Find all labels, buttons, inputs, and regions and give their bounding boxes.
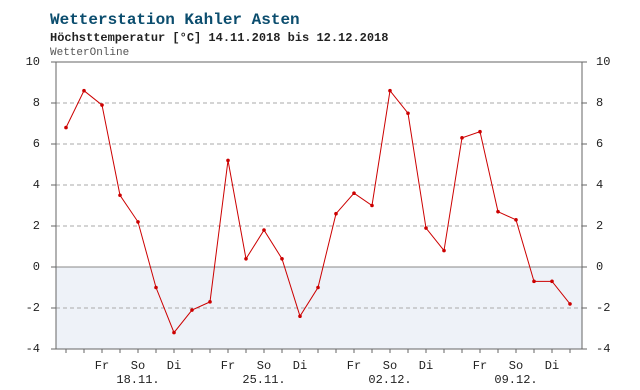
point xyxy=(82,88,86,93)
x-date-label: 09.12. xyxy=(494,373,537,387)
point xyxy=(388,88,392,93)
x-tick-label: So xyxy=(131,359,145,373)
x-date-label: 25.11. xyxy=(242,373,285,387)
point xyxy=(370,203,374,208)
x-tick-label: Fr xyxy=(221,359,235,373)
x-tick-label: Di xyxy=(167,359,181,373)
y2-tick-label: 0 xyxy=(596,260,603,274)
point xyxy=(550,279,554,284)
y-tick-label: 10 xyxy=(26,55,40,69)
y-tick-label: 6 xyxy=(33,137,40,151)
point xyxy=(262,228,266,232)
x-date-label: 02.12. xyxy=(368,373,411,387)
point xyxy=(280,257,284,261)
point xyxy=(316,285,320,290)
y2-tick-label: 6 xyxy=(596,137,603,151)
y2-tick-label: 10 xyxy=(596,55,610,69)
point xyxy=(226,158,230,163)
point xyxy=(154,285,158,290)
x-tick-label: Di xyxy=(419,359,433,373)
y-tick-label: 2 xyxy=(33,219,40,233)
x-tick-label: Fr xyxy=(95,359,109,373)
y-tick-label: 0 xyxy=(33,260,40,274)
y-tick-label: -2 xyxy=(26,301,40,315)
y-tick-label: 4 xyxy=(33,178,40,192)
point xyxy=(496,209,500,214)
x-tick-label: So xyxy=(383,359,397,373)
point xyxy=(208,300,212,304)
point xyxy=(136,220,140,224)
plot-frame xyxy=(55,61,583,350)
point xyxy=(406,111,410,116)
point xyxy=(64,125,68,130)
point xyxy=(568,302,572,306)
point xyxy=(424,226,428,230)
y2-tick-label: -2 xyxy=(596,301,610,315)
x-tick-label: Di xyxy=(545,359,559,373)
y2-tick-label: 2 xyxy=(596,219,603,233)
point xyxy=(532,279,536,284)
chart-title: Wetterstation Kahler Asten xyxy=(50,11,300,29)
y-tick-label: -4 xyxy=(26,342,40,356)
point xyxy=(514,218,518,222)
y-tick-label: 8 xyxy=(33,96,40,110)
x-date-label: 18.11. xyxy=(116,373,159,387)
y2-tick-label: 8 xyxy=(596,96,603,110)
point xyxy=(460,136,464,140)
chart-subtitle: Höchsttemperatur [°C] 14.11.2018 bis 12.… xyxy=(50,31,388,45)
point xyxy=(352,191,356,195)
source: WetterOnline xyxy=(50,47,129,59)
point xyxy=(334,211,338,216)
point xyxy=(478,129,482,134)
point xyxy=(442,248,446,253)
x-tick-label: Fr xyxy=(347,359,361,373)
x-tick-label: Di xyxy=(293,359,307,373)
x-tick-label: So xyxy=(257,359,271,373)
x-tick-label: Fr xyxy=(473,359,487,373)
x-tick-label: So xyxy=(509,359,523,373)
point xyxy=(118,193,122,198)
point xyxy=(100,103,104,107)
y2-tick-label: -4 xyxy=(596,342,610,356)
point xyxy=(244,257,248,261)
point xyxy=(298,314,302,319)
y2-tick-label: 4 xyxy=(596,178,603,192)
point xyxy=(190,308,194,312)
point xyxy=(172,330,176,335)
